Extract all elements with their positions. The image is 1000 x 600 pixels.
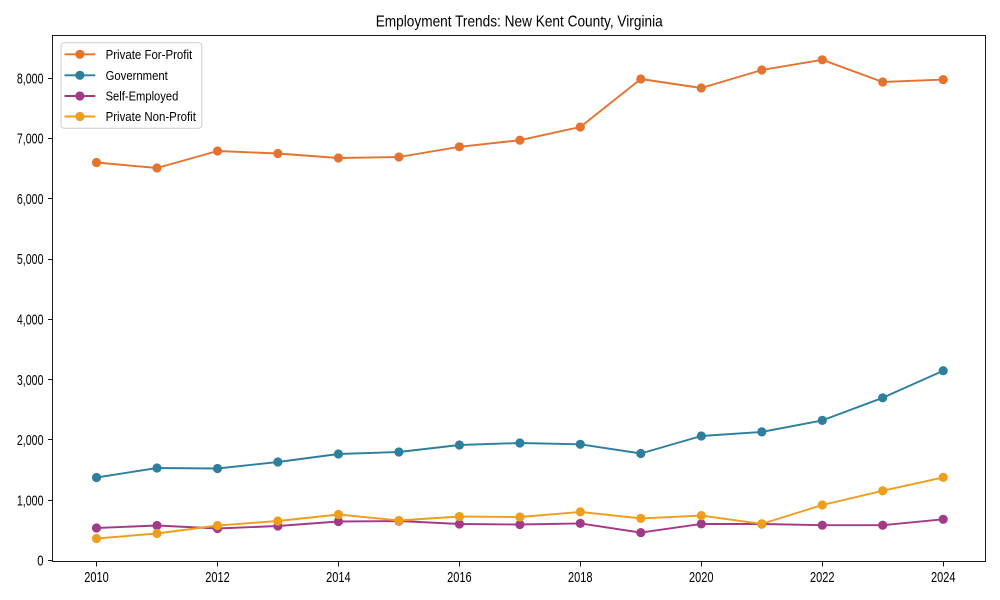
svg-text:Private Non-Profit: Private Non-Profit (106, 109, 197, 124)
svg-text:2018: 2018 (568, 569, 593, 586)
svg-text:0: 0 (37, 553, 43, 570)
svg-text:2014: 2014 (326, 569, 351, 586)
svg-text:2020: 2020 (689, 569, 714, 586)
svg-text:4,000: 4,000 (17, 312, 44, 329)
svg-text:3,000: 3,000 (17, 372, 44, 389)
svg-text:2,000: 2,000 (17, 432, 44, 449)
svg-text:8,000: 8,000 (17, 70, 44, 87)
svg-text:7,000: 7,000 (17, 131, 44, 148)
svg-text:2024: 2024 (931, 569, 956, 586)
svg-text:Employment Trends: New Kent Co: Employment Trends: New Kent County, Virg… (376, 14, 663, 31)
svg-text:5,000: 5,000 (17, 251, 44, 268)
svg-text:6,000: 6,000 (17, 191, 44, 208)
svg-text:2022: 2022 (810, 569, 835, 586)
svg-text:Self-Employed: Self-Employed (106, 89, 179, 104)
svg-text:2016: 2016 (447, 569, 472, 586)
svg-text:2010: 2010 (84, 569, 109, 586)
svg-text:1,000: 1,000 (17, 492, 44, 509)
svg-text:Government: Government (106, 68, 169, 83)
svg-text:2012: 2012 (205, 569, 230, 586)
svg-text:Private For-Profit: Private For-Profit (106, 47, 193, 62)
